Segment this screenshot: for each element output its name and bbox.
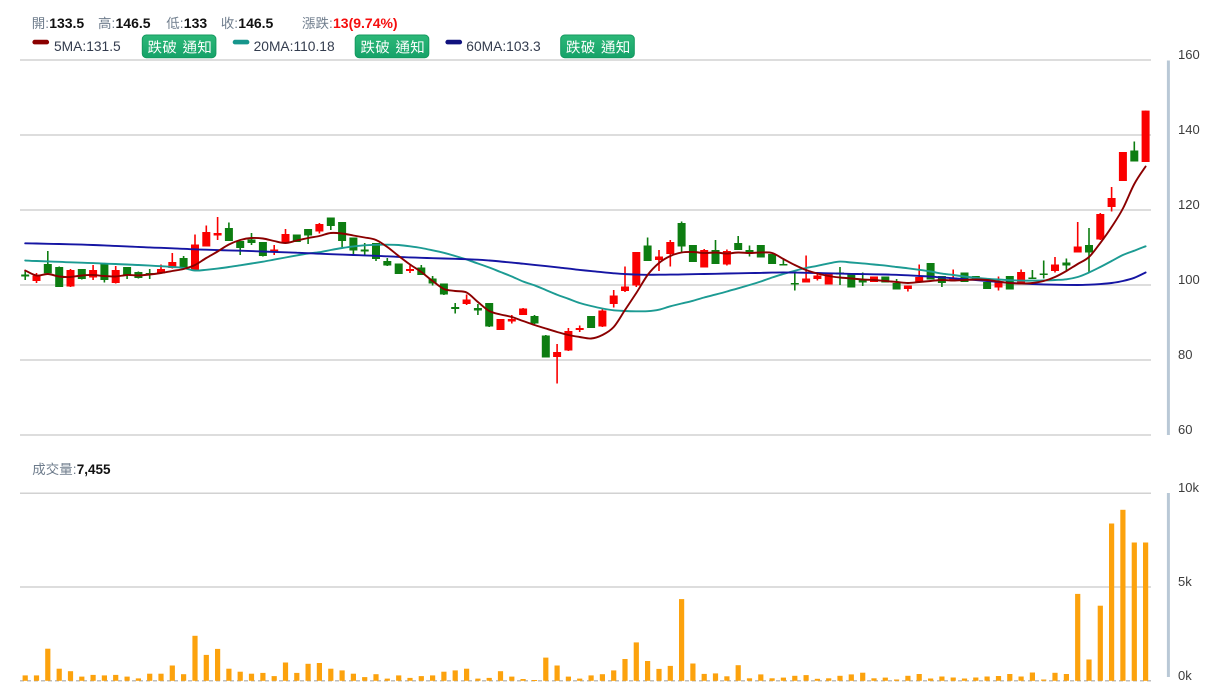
svg-text:5k: 5k xyxy=(1178,574,1192,589)
svg-text:120: 120 xyxy=(1178,197,1200,212)
svg-text:100: 100 xyxy=(1178,272,1200,287)
svg-text::: : xyxy=(234,16,238,31)
svg-text:5MA:131.5: 5MA:131.5 xyxy=(54,39,121,54)
svg-text:133.5: 133.5 xyxy=(49,15,84,31)
svg-text::: : xyxy=(180,16,184,31)
svg-text:10k: 10k xyxy=(1178,480,1199,495)
svg-text:80: 80 xyxy=(1178,347,1192,362)
svg-text:0k: 0k xyxy=(1178,668,1192,683)
svg-text::: : xyxy=(45,16,49,31)
svg-text::: : xyxy=(112,16,116,31)
svg-text:146.5: 146.5 xyxy=(116,15,151,31)
svg-text:20MA:110.18: 20MA:110.18 xyxy=(254,39,335,54)
svg-text:13(9.74%): 13(9.74%) xyxy=(333,15,398,31)
svg-text:60MA:103.3: 60MA:103.3 xyxy=(466,39,541,54)
svg-text::: : xyxy=(329,16,333,31)
svg-text:7,455: 7,455 xyxy=(77,462,111,477)
svg-text:60: 60 xyxy=(1178,422,1192,437)
svg-text::: : xyxy=(73,462,77,477)
svg-text:160: 160 xyxy=(1178,47,1200,62)
svg-text:146.5: 146.5 xyxy=(238,15,273,31)
svg-text:133: 133 xyxy=(184,15,208,31)
svg-text:140: 140 xyxy=(1178,122,1200,137)
